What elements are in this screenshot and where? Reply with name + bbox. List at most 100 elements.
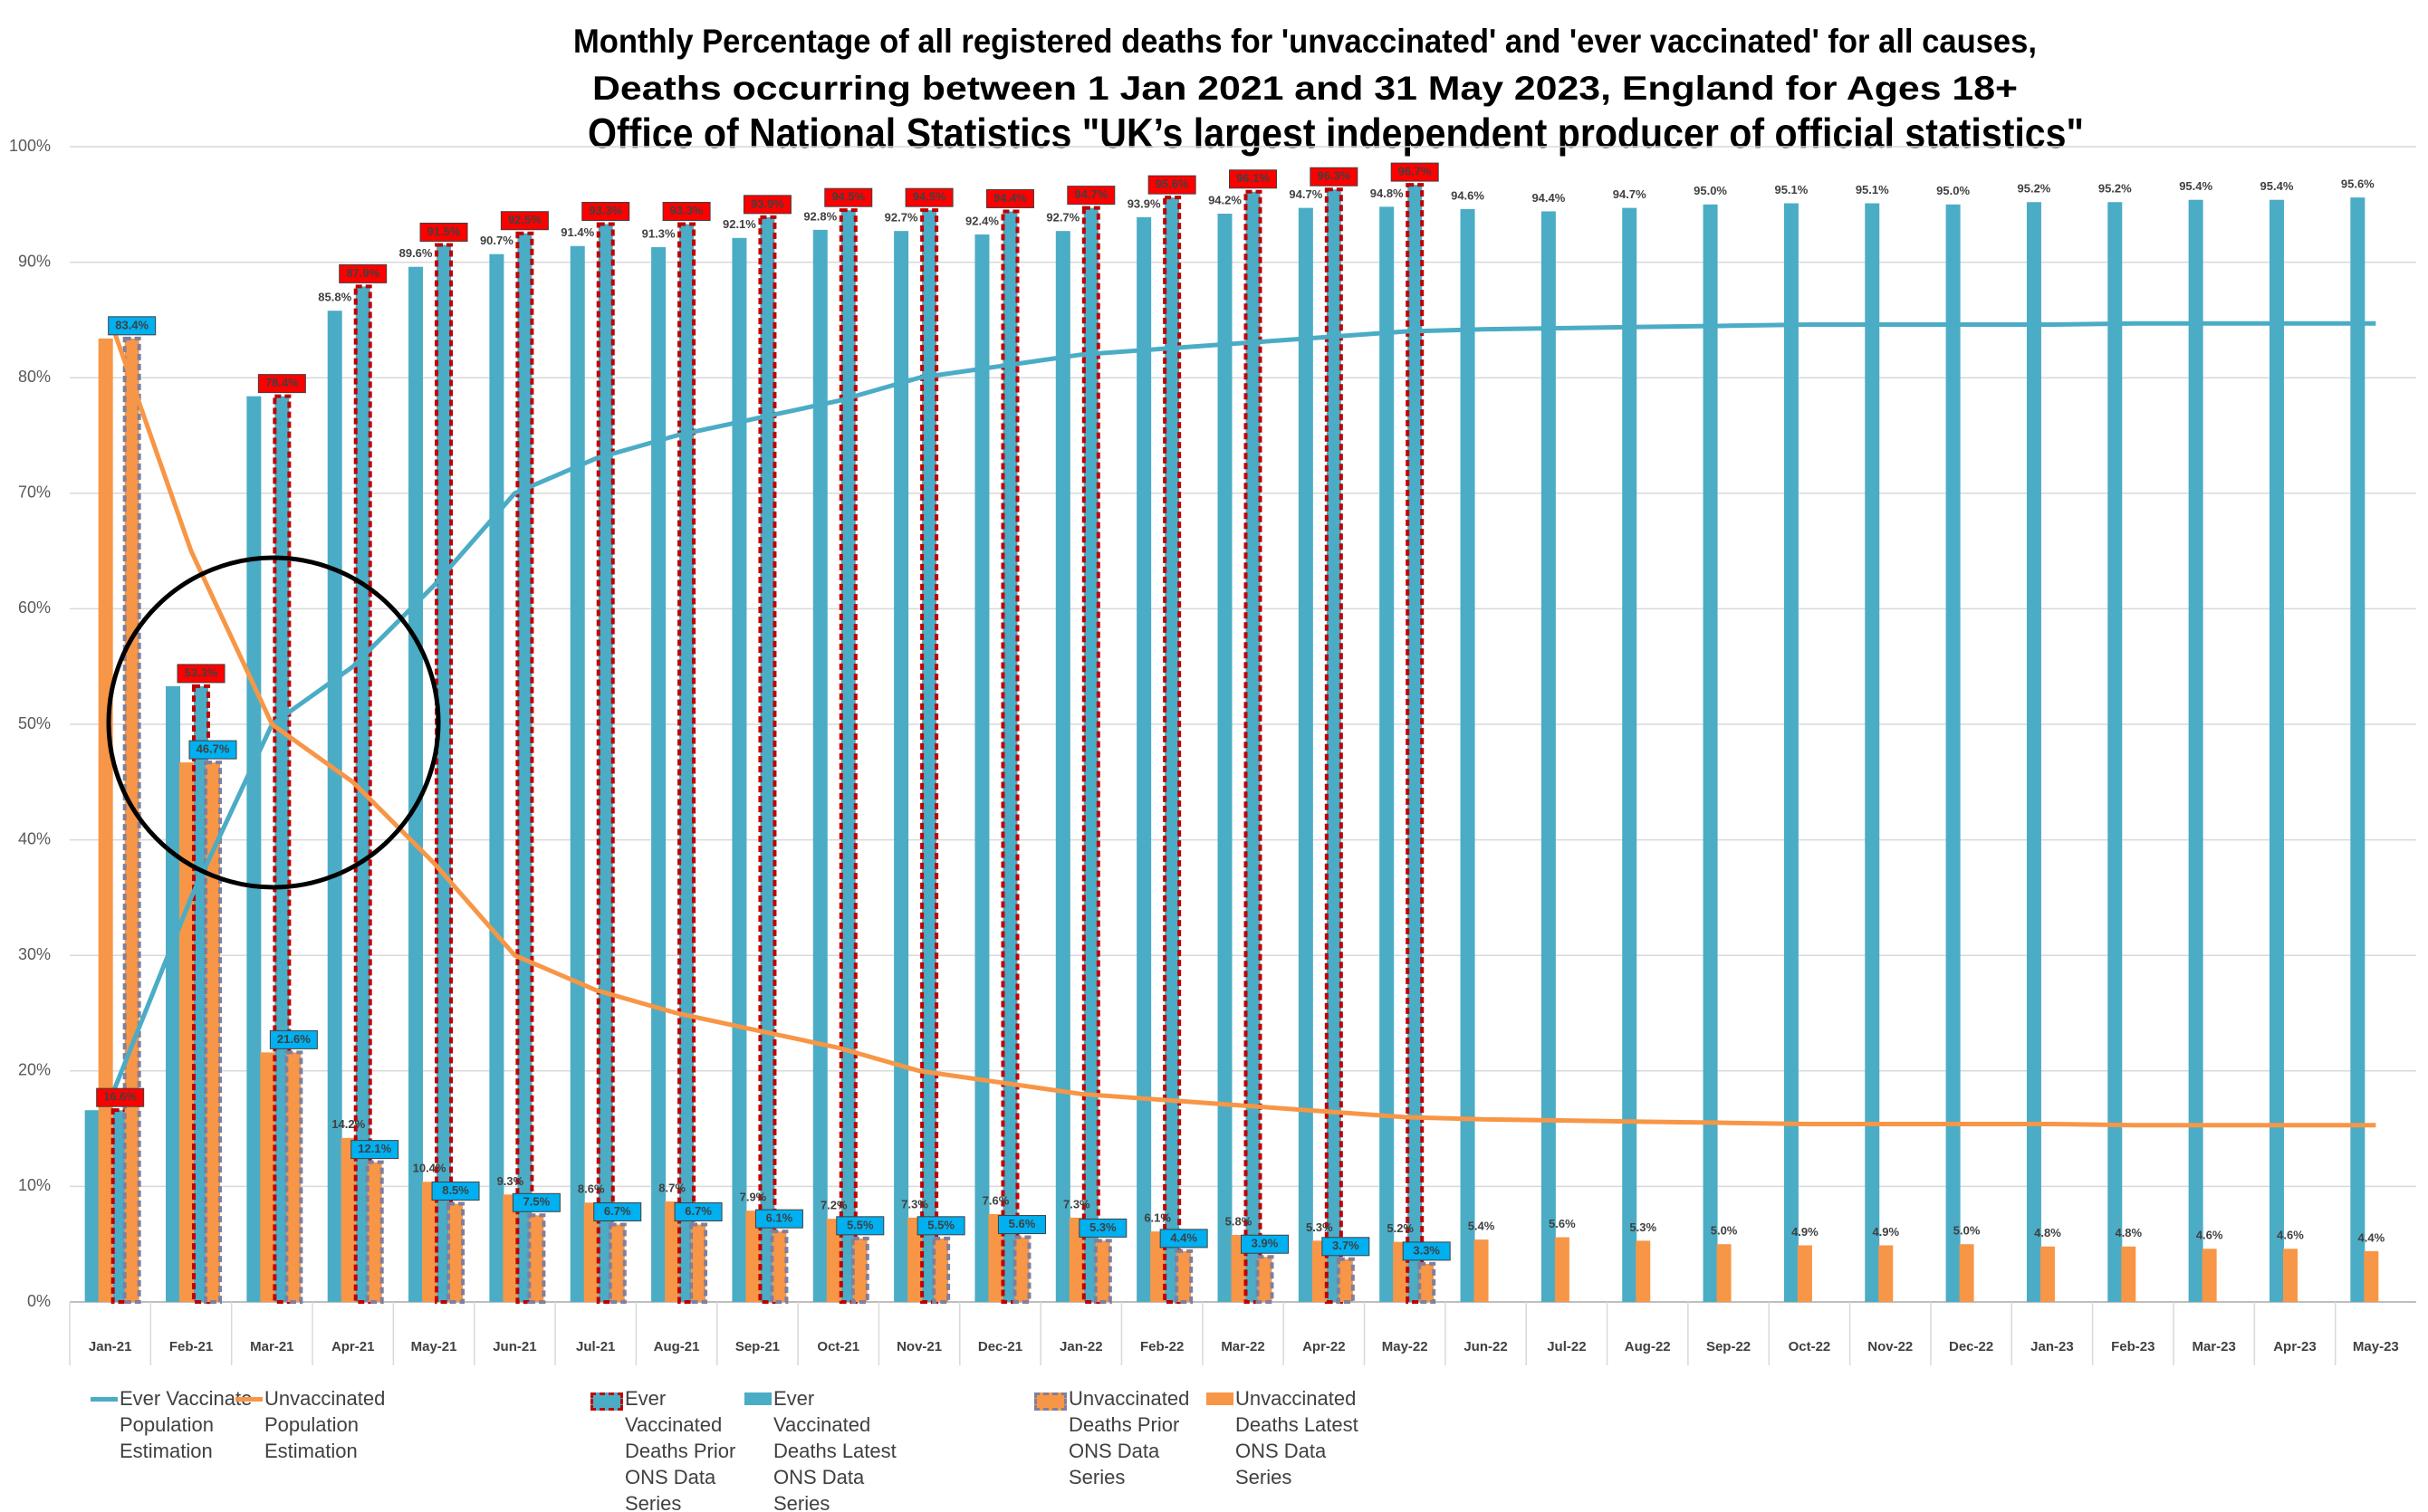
value-label: 8.5%	[442, 1183, 469, 1197]
label-box	[1310, 167, 1358, 187]
value-label: 85.8%	[318, 291, 351, 304]
bar	[422, 1182, 437, 1302]
value-label: 94.7%	[1074, 187, 1108, 201]
bar	[1175, 1249, 1194, 1304]
value-label: 8.6%	[578, 1182, 605, 1196]
label-box	[1147, 175, 1196, 195]
x-tick-label: Oct-21	[817, 1339, 859, 1354]
y-tick-label: 20%	[18, 1061, 51, 1079]
value-label: 5.3%	[1629, 1220, 1656, 1234]
bar	[260, 1052, 275, 1302]
legend-item: Ever Vaccinate Population Estimation	[91, 1385, 255, 1464]
value-label: 5.6%	[1009, 1217, 1036, 1230]
chart-title: Monthly Percentage of all registered dea…	[573, 23, 2037, 60]
value-label: 96.3%	[1317, 169, 1350, 183]
bar	[408, 266, 424, 1303]
label-box	[674, 1202, 723, 1222]
legend-item: Unvaccinated Deaths Latest ONS Data Seri…	[1206, 1385, 1371, 1490]
label-box	[269, 1029, 318, 1049]
value-label: 95.2%	[2098, 182, 2132, 196]
x-tick-label: Feb-21	[169, 1339, 213, 1354]
value-label: 21.6%	[277, 1032, 311, 1046]
bar	[1012, 1235, 1032, 1304]
y-tick-label: 30%	[18, 945, 51, 963]
value-label: 93.3%	[589, 204, 622, 217]
label-box	[905, 187, 954, 207]
value-label: 93.3%	[670, 204, 704, 217]
bar	[1473, 1239, 1489, 1302]
bar	[1150, 1231, 1166, 1302]
bar	[122, 336, 141, 1304]
bar	[2350, 197, 2366, 1302]
bar	[839, 208, 858, 1304]
bar	[365, 1160, 384, 1304]
value-label: 94.5%	[831, 190, 865, 204]
value-label: 92.7%	[1046, 211, 1080, 225]
value-label: 92.1%	[723, 217, 756, 231]
y-tick-label: 80%	[18, 368, 51, 386]
value-label: 96.7%	[1398, 165, 1432, 178]
x-tick-label: May-21	[411, 1339, 457, 1354]
highlight-circle	[106, 555, 441, 890]
value-label: 5.5%	[847, 1218, 874, 1231]
bar	[489, 254, 504, 1303]
value-label: 95.2%	[2018, 182, 2051, 196]
bar	[2039, 1246, 2055, 1302]
value-label: 3.3%	[1413, 1243, 1440, 1257]
bar	[1336, 1257, 1355, 1304]
x-tick-label: Feb-22	[1140, 1339, 1184, 1354]
x-tick-label: Dec-22	[1949, 1339, 1993, 1354]
bar	[84, 1110, 100, 1302]
x-tick-label: Jan-23	[2030, 1339, 2074, 1354]
value-label: 4.6%	[2277, 1229, 2304, 1242]
legend-swatch	[1206, 1392, 1233, 1405]
bar	[1298, 207, 1313, 1302]
legend-label: Unvaccinated Deaths Latest ONS Data Seri…	[1235, 1387, 1358, 1488]
x-tick-label: Mar-21	[250, 1339, 293, 1354]
bar	[341, 1137, 356, 1302]
label-box	[581, 201, 630, 221]
bar	[907, 1217, 923, 1302]
label-box	[997, 1215, 1046, 1235]
legend-swatch	[91, 1397, 118, 1402]
value-label: 7.6%	[983, 1193, 1010, 1207]
bar	[932, 1236, 951, 1304]
value-label: 90.7%	[480, 234, 513, 247]
label-box	[96, 1087, 145, 1107]
value-label: 94.6%	[1451, 188, 1484, 202]
bar	[166, 685, 181, 1302]
value-label: 5.3%	[1306, 1220, 1333, 1234]
bar	[2269, 199, 2284, 1302]
x-tick-label: Jan-21	[89, 1339, 132, 1354]
value-label: 94.5%	[913, 190, 946, 204]
bar	[596, 222, 615, 1305]
bar	[1137, 216, 1152, 1303]
x-tick-label: Jul-21	[576, 1339, 615, 1354]
value-label: 96.1%	[1236, 171, 1270, 185]
legend-item: Unvaccinated Deaths Prior ONS Data Serie…	[1034, 1385, 1204, 1490]
value-label: 89.6%	[399, 246, 433, 260]
legend-label: Unvaccinated Deaths Prior ONS Data Serie…	[1069, 1387, 1190, 1488]
bar	[2026, 202, 2041, 1302]
y-tick-label: 0%	[27, 1292, 51, 1310]
label-box	[662, 201, 711, 221]
bar	[608, 1222, 627, 1305]
value-label: 92.5%	[508, 213, 542, 226]
y-tick-label: 100%	[9, 137, 51, 155]
bar	[435, 243, 454, 1305]
bar	[2364, 1250, 2379, 1302]
value-label: 6.1%	[766, 1211, 793, 1225]
label-box	[431, 1182, 480, 1201]
value-label: 5.5%	[927, 1218, 955, 1231]
x-tick-label: Sep-22	[1706, 1339, 1751, 1354]
value-label: 5.4%	[1468, 1220, 1495, 1233]
label-box	[1159, 1229, 1208, 1249]
legend-label: Ever Vaccinated Deaths Latest ONS Data S…	[773, 1387, 897, 1512]
value-label: 4.6%	[2196, 1229, 2223, 1242]
value-label: 95.4%	[2260, 179, 2294, 193]
y-tick-label: 50%	[18, 714, 51, 732]
value-label: 78.4%	[265, 376, 299, 389]
bar	[1622, 207, 1637, 1302]
value-label: 4.9%	[1872, 1225, 1899, 1239]
